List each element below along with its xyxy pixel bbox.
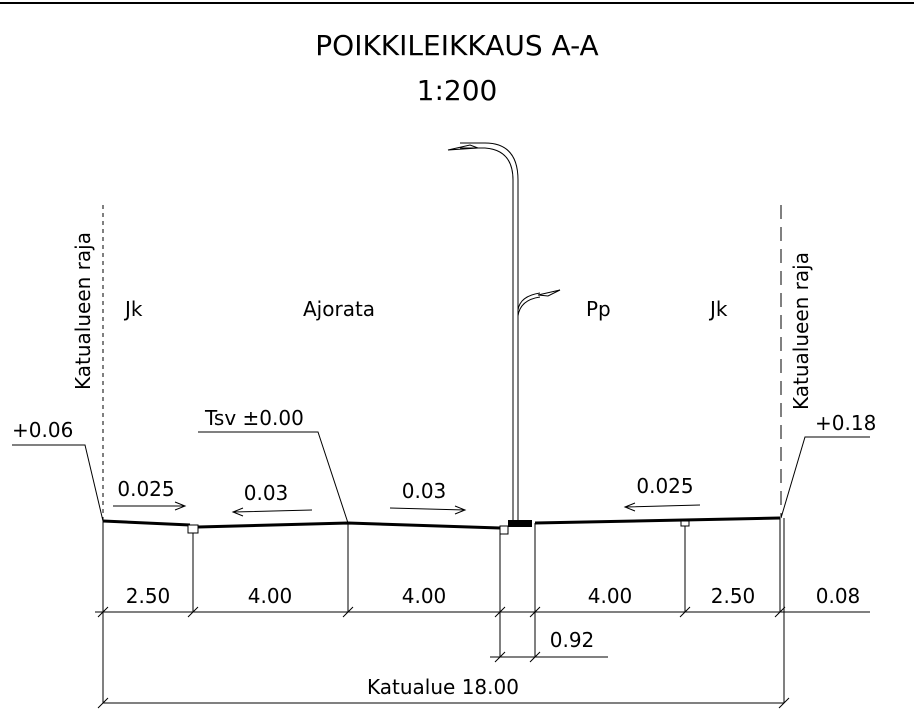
curb bbox=[499, 525, 509, 535]
surface bbox=[197, 521, 501, 530]
zone-label: Pp bbox=[586, 297, 611, 321]
surface bbox=[534, 516, 781, 525]
curb bbox=[187, 524, 199, 534]
dimension-label: 4.00 bbox=[402, 584, 447, 608]
slope-label: 0.025 bbox=[636, 474, 693, 498]
slope-label: 0.03 bbox=[244, 481, 289, 505]
dimension-label: 0.08 bbox=[816, 584, 861, 608]
dimension-label: 2.50 bbox=[711, 584, 756, 608]
dimension-label: 0.92 bbox=[550, 628, 595, 652]
boundary-label: Katualueen raja bbox=[789, 252, 813, 410]
level-label: Tsv ±0.00 bbox=[204, 406, 304, 430]
scale: 1:200 bbox=[417, 74, 498, 107]
zone-label: Ajorata bbox=[303, 297, 375, 321]
surface bbox=[102, 519, 191, 527]
slope-arrow bbox=[231, 507, 313, 517]
dimension-label: Katualue 18.00 bbox=[367, 675, 519, 699]
level-leader bbox=[12, 444, 104, 522]
dimension-label: 2.50 bbox=[126, 584, 171, 608]
level-leader bbox=[198, 431, 349, 524]
boundary-label: Katualueen raja bbox=[71, 232, 95, 390]
slope-arrow bbox=[113, 501, 187, 511]
zone-label: Jk bbox=[708, 297, 728, 321]
slope-arrow bbox=[623, 502, 701, 512]
level-label: +0.06 bbox=[12, 418, 73, 442]
level-leader bbox=[780, 436, 870, 519]
zone-label: Jk bbox=[123, 297, 143, 321]
dimension-label: 4.00 bbox=[588, 584, 633, 608]
level-label: +0.18 bbox=[815, 411, 876, 435]
dimension-label: 4.00 bbox=[248, 584, 293, 608]
slope-arrow bbox=[389, 505, 467, 515]
slope-label: 0.03 bbox=[402, 479, 447, 503]
curb bbox=[680, 520, 690, 527]
slope-label: 0.025 bbox=[117, 477, 174, 501]
street-light bbox=[447, 142, 561, 527]
title: POIKKILEIKKAUS A-A bbox=[315, 29, 598, 62]
